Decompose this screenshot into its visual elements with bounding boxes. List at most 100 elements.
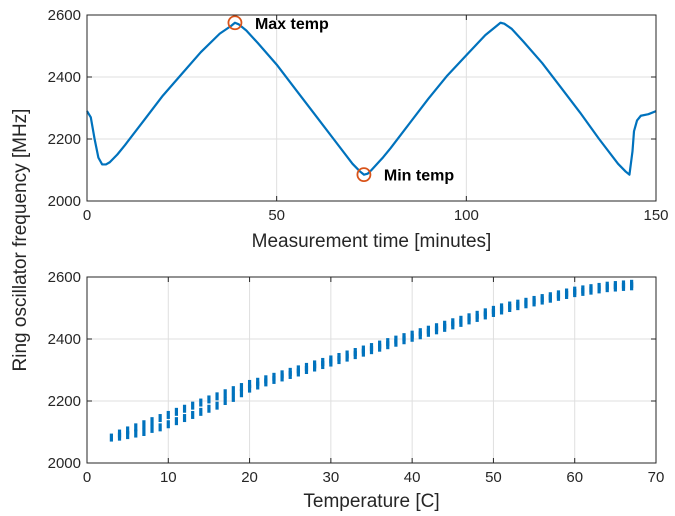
- scatter-point: [597, 282, 601, 291]
- scatter-point: [239, 389, 244, 398]
- scatter-point: [581, 285, 585, 294]
- scatter-point: [174, 417, 179, 426]
- scatter-point: [337, 352, 341, 361]
- x-axis-label: Measurement time [minutes]: [252, 231, 492, 252]
- scatter-point: [573, 286, 577, 295]
- scatter-point: [394, 335, 398, 344]
- y-tick-label: 2400: [48, 69, 81, 86]
- scatter-point: [158, 423, 162, 432]
- x-tick-label: 150: [643, 207, 668, 224]
- scatter-point: [134, 423, 138, 432]
- x-tick-label: 70: [648, 469, 665, 486]
- scatter-point: [247, 384, 252, 393]
- scatter-point: [191, 401, 195, 410]
- scatter-point: [605, 281, 609, 290]
- y-tick-label: 2200: [48, 131, 81, 148]
- annotation-marker-0: [227, 15, 243, 31]
- x-tick-label: 100: [454, 207, 479, 224]
- scatter-point: [239, 383, 244, 392]
- x-tick-label: 0: [83, 469, 91, 486]
- scatter-point: [207, 404, 211, 413]
- scatter-point: [508, 301, 512, 310]
- scatter-point: [150, 417, 154, 426]
- scatter-point: [540, 294, 544, 303]
- scatter-point: [223, 397, 227, 405]
- scatter-point: [532, 295, 536, 304]
- scatter-point: [386, 338, 390, 347]
- scatter-point: [434, 323, 439, 332]
- panel-temperature-scatter: 0 10 20 30 40 50 60 70 2000 2200 2400 2600 Temperatu…: [48, 269, 665, 512]
- scatter-point: [548, 292, 552, 301]
- scatter-point: [451, 318, 455, 327]
- panel-time-series: 0 50 100 150 2000 2200 2400 2600 Max temp Min tem…: [48, 7, 669, 252]
- scatter-point: [329, 355, 333, 364]
- scatter-point: [126, 431, 130, 440]
- scatter-point: [199, 407, 203, 416]
- scatter-point: [321, 357, 325, 366]
- scatter-point: [126, 426, 130, 435]
- x-tick-label: 40: [404, 469, 421, 486]
- scatter-point: [109, 433, 113, 442]
- scatter-point: [247, 379, 252, 388]
- scatter-series-0: [109, 279, 634, 442]
- scatter-point: [304, 362, 309, 371]
- x-tick-label: 20: [241, 469, 258, 486]
- scatter-point: [418, 328, 422, 337]
- scatter-point: [378, 340, 382, 349]
- scatter-point: [369, 343, 374, 352]
- scatter-point: [174, 407, 179, 416]
- x-axis-label: Temperature [C]: [303, 491, 439, 512]
- scatter-point: [134, 429, 138, 438]
- scatter-point: [158, 414, 162, 423]
- scatter-point: [207, 395, 211, 404]
- scatter-point: [288, 367, 292, 376]
- y-tick-label: 2600: [48, 269, 81, 286]
- y-tick-label: 2200: [48, 393, 81, 410]
- y-tick-label: 2600: [48, 7, 81, 24]
- scatter-point: [296, 365, 300, 374]
- scatter-point: [182, 404, 187, 413]
- scatter-point: [402, 333, 406, 342]
- scatter-point: [499, 303, 504, 312]
- scatter-point: [491, 305, 496, 314]
- scatter-point: [264, 375, 268, 384]
- scatter-point: [613, 281, 617, 290]
- scatter-point: [630, 279, 634, 288]
- x-tick-label: 50: [268, 207, 285, 224]
- scatter-point: [353, 348, 357, 357]
- scatter-point: [410, 330, 414, 339]
- scatter-point: [182, 414, 187, 423]
- scatter-point: [524, 297, 528, 306]
- scatter-point: [199, 398, 203, 407]
- y-tick-label: 2000: [48, 193, 81, 210]
- scatter-point: [361, 345, 365, 354]
- scatter-point: [516, 299, 520, 308]
- scatter-point: [475, 310, 479, 319]
- scatter-point: [272, 372, 276, 381]
- x-tick-label: 50: [485, 469, 502, 486]
- scatter-point: [280, 370, 284, 379]
- scatter-point: [443, 320, 447, 329]
- scatter-point: [621, 280, 626, 289]
- scatter-point: [556, 290, 561, 299]
- x-tick-label: 0: [83, 207, 91, 224]
- plot-area: [87, 277, 656, 463]
- scatter-point: [166, 420, 170, 429]
- x-tick-label: 60: [566, 469, 583, 486]
- x-tick-label: 10: [160, 469, 177, 486]
- scatter-point: [117, 429, 122, 438]
- axes-box: [86, 14, 657, 202]
- scatter-point: [589, 284, 593, 293]
- annotation-marker-1: [356, 167, 372, 183]
- x-tick-label: 30: [323, 469, 340, 486]
- scatter-point: [256, 377, 260, 386]
- scatter-point: [223, 389, 227, 398]
- scatter-point: [215, 401, 219, 410]
- scatter-point: [483, 308, 487, 317]
- axes-box: [86, 276, 657, 464]
- annotation-label-0: Max temp: [255, 16, 329, 33]
- y-tick-label: 2000: [48, 455, 81, 472]
- y-tick-label: 2400: [48, 331, 81, 348]
- scatter-point: [215, 392, 219, 401]
